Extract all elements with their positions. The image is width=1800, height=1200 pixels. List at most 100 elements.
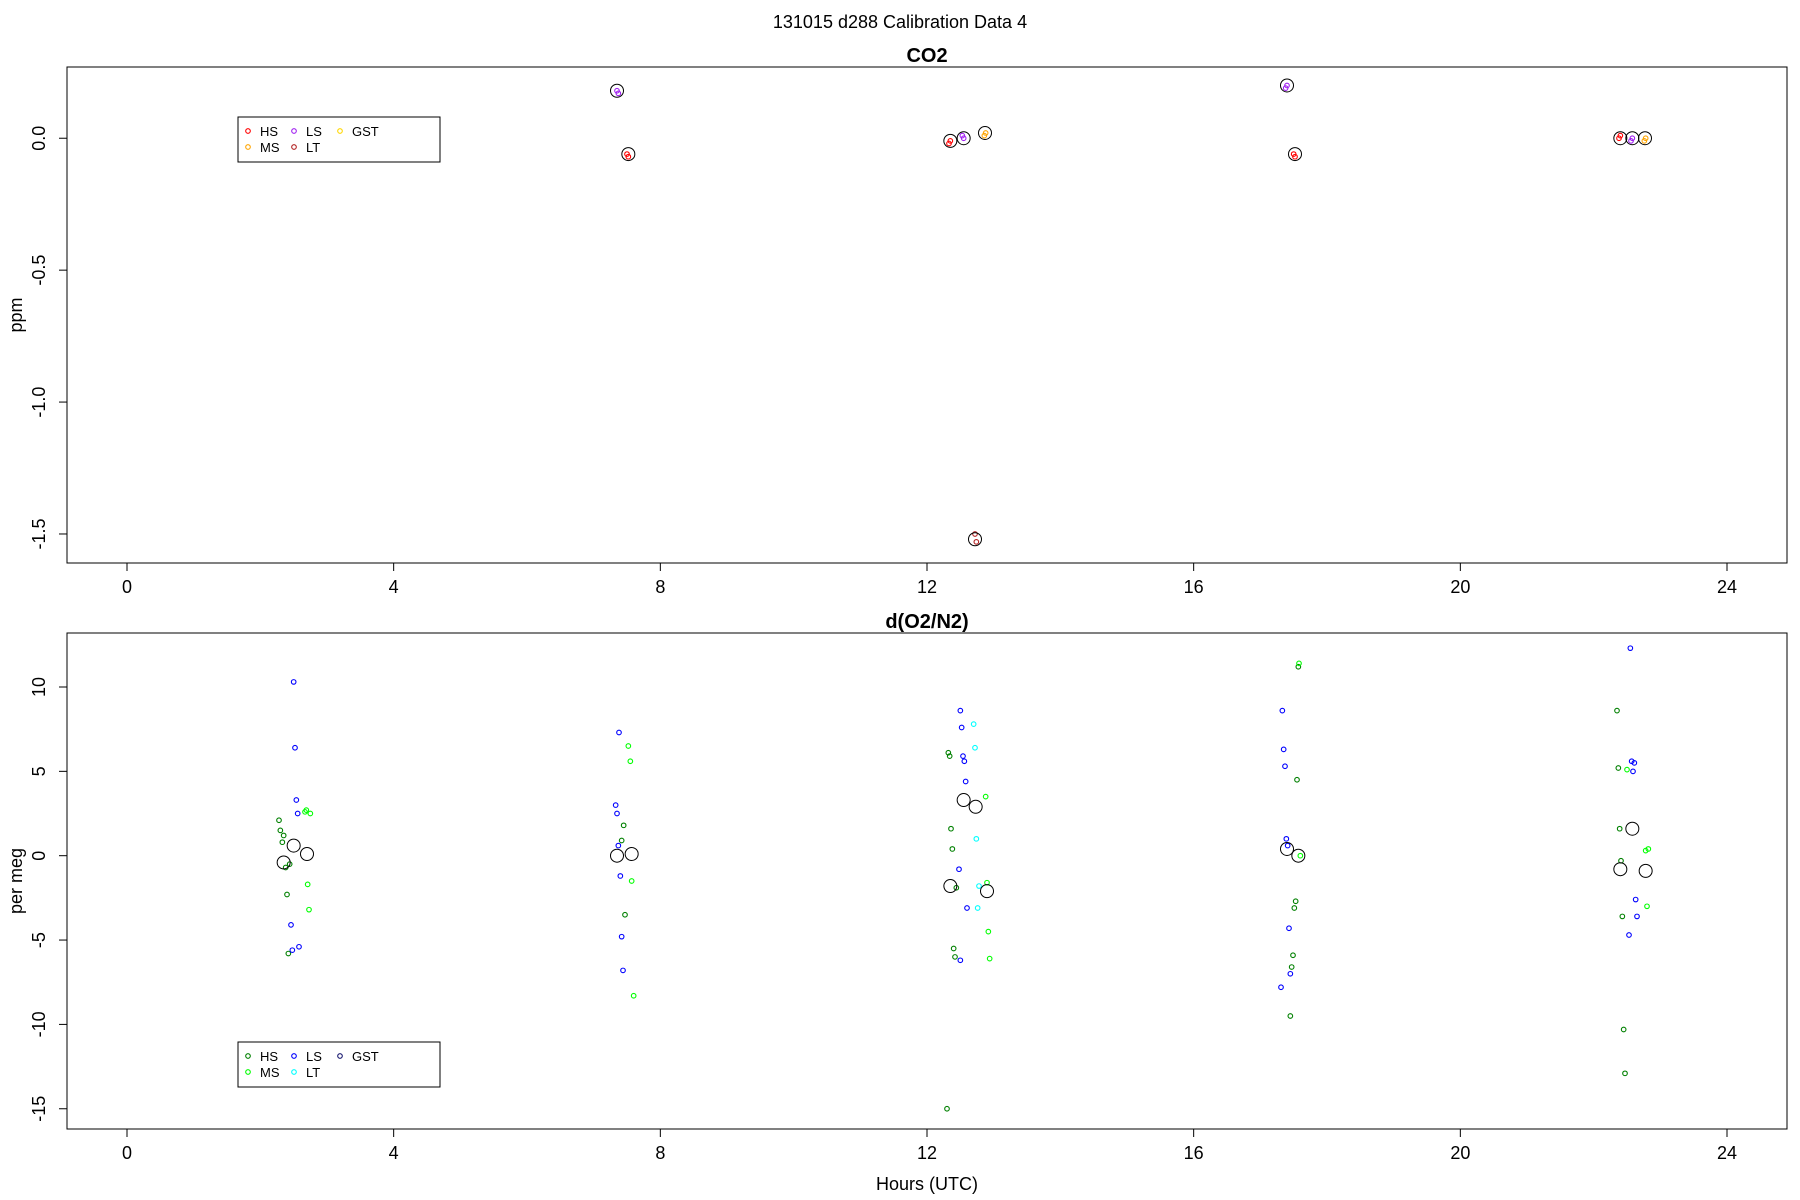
legend-label: HS <box>260 124 278 139</box>
legend-label: MS <box>260 1065 280 1080</box>
data-point <box>1288 964 1295 970</box>
mean-marker <box>968 532 982 547</box>
data-point <box>620 967 626 974</box>
y-tick-label: 0 <box>29 851 49 861</box>
legend-swatch <box>245 144 251 150</box>
mean-marker <box>286 838 301 853</box>
data-point <box>1631 760 1638 766</box>
series-lt <box>972 531 980 545</box>
data-point <box>1617 132 1624 139</box>
series-ms <box>302 660 1652 999</box>
mean-marker <box>943 879 958 894</box>
data-point <box>614 810 620 817</box>
data-point <box>627 758 634 765</box>
legend-item: MS <box>245 140 280 155</box>
legend-label: LT <box>306 1065 320 1080</box>
data-point <box>972 744 978 751</box>
legend-label: GST <box>352 1049 379 1064</box>
data-point <box>1632 896 1639 903</box>
mean-marker <box>621 147 636 162</box>
data-point <box>1294 776 1300 783</box>
data-point <box>616 729 622 736</box>
legend-item: LT <box>291 1065 320 1080</box>
data-point <box>976 883 982 889</box>
mean-marker <box>956 131 971 146</box>
data-point <box>1614 707 1620 714</box>
mean-marker <box>1280 841 1294 856</box>
data-point <box>1620 1026 1627 1033</box>
figure-title: 131015 d288 Calibration Data 4 <box>773 12 1027 32</box>
series-ls <box>614 82 1636 144</box>
legend-label: GST <box>352 124 379 139</box>
data-point <box>950 945 957 952</box>
y-axis-label: per meg <box>6 848 26 914</box>
data-point <box>296 943 302 950</box>
data-point <box>981 132 988 139</box>
data-point <box>1278 984 1284 991</box>
data-point <box>1619 913 1626 920</box>
data-point <box>1615 765 1622 771</box>
x-tick-label: 16 <box>1184 577 1204 597</box>
series-lt <box>970 721 982 911</box>
x-axis: 0 4 8 12 16 20 24 <box>122 1128 1737 1163</box>
data-point <box>946 753 953 760</box>
data-point <box>960 753 966 760</box>
data-point <box>945 749 952 756</box>
x-tick-label: 16 <box>1184 1143 1204 1163</box>
data-point <box>625 743 632 749</box>
y-tick-label: -0.5 <box>29 255 49 286</box>
data-point <box>630 992 637 999</box>
data-point <box>617 873 624 879</box>
data-point <box>982 793 989 800</box>
data-point <box>946 140 952 147</box>
y-tick-label: 5 <box>29 766 49 776</box>
data-point <box>1627 645 1634 652</box>
data-point <box>294 810 301 817</box>
data-point <box>956 866 962 873</box>
data-point <box>284 891 290 898</box>
data-point <box>279 839 286 846</box>
data-point <box>1616 825 1623 832</box>
mean-marker <box>610 83 624 98</box>
legend-item: LS <box>291 124 322 139</box>
data-points <box>276 645 1653 1112</box>
data-point <box>293 797 300 803</box>
data-point <box>1282 85 1289 91</box>
data-point <box>1292 898 1299 905</box>
mean-marker <box>943 133 958 148</box>
data-point <box>306 906 312 913</box>
data-point <box>288 922 294 928</box>
data-point <box>985 928 992 935</box>
legend-box <box>237 116 441 163</box>
data-point <box>277 827 284 834</box>
data-point <box>961 758 968 765</box>
data-point <box>1296 660 1302 667</box>
y-tick-label: -15 <box>29 1096 49 1122</box>
x-tick-label: 8 <box>655 1143 665 1163</box>
legend-swatch <box>291 144 297 150</box>
y-axis: 0.0 -0.5 -1.0 -1.5 <box>29 126 68 549</box>
mean-marker <box>1613 131 1628 146</box>
chart-panel-2: d(O2/N2) 0 4 8 12 16 20 24 Hours (UTC) 10 5 0 -5 -10 -… <box>6 611 1788 1194</box>
mean-marker <box>1625 821 1640 836</box>
data-point <box>949 846 956 852</box>
data-point <box>1292 153 1298 160</box>
data-point <box>285 950 292 957</box>
y-tick-label: -1.0 <box>29 387 49 418</box>
data-point <box>622 911 628 918</box>
legend-swatch <box>291 128 297 134</box>
mean-marker <box>968 799 983 814</box>
x-tick-label: 12 <box>917 1143 937 1163</box>
data-point <box>303 807 310 813</box>
legend-item: GST <box>337 1049 379 1064</box>
data-point <box>1634 913 1640 920</box>
legend-item: LS <box>291 1049 322 1064</box>
series-hs <box>624 132 1624 160</box>
data-point <box>973 835 980 842</box>
legend-label: LS <box>306 124 322 139</box>
mean-marker <box>1638 131 1652 146</box>
legend-swatch <box>291 1069 297 1075</box>
